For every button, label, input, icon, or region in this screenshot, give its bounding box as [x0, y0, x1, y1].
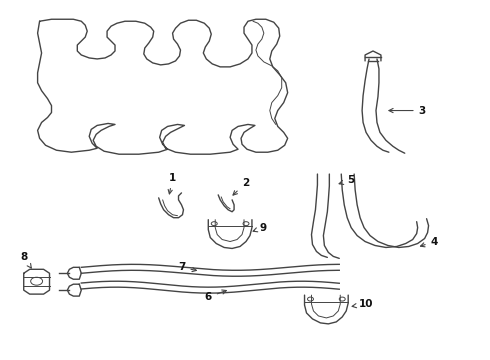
Text: 7: 7 [178, 262, 196, 272]
Text: 2: 2 [233, 178, 249, 195]
Text: 3: 3 [389, 105, 426, 116]
Text: 10: 10 [352, 299, 373, 309]
Text: 8: 8 [20, 252, 31, 268]
Text: 5: 5 [339, 175, 354, 185]
Text: 6: 6 [205, 290, 226, 302]
Text: 9: 9 [253, 222, 267, 233]
Text: 1: 1 [168, 173, 176, 194]
Text: 4: 4 [420, 237, 438, 247]
